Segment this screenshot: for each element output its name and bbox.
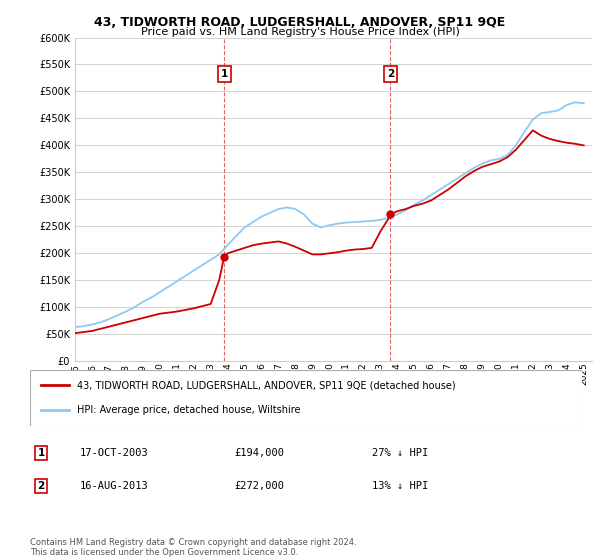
Text: 17-OCT-2003: 17-OCT-2003 bbox=[80, 448, 148, 458]
Text: Contains HM Land Registry data © Crown copyright and database right 2024.
This d: Contains HM Land Registry data © Crown c… bbox=[30, 538, 356, 557]
FancyBboxPatch shape bbox=[30, 370, 582, 426]
Text: 2: 2 bbox=[37, 481, 44, 491]
Text: 13% ↓ HPI: 13% ↓ HPI bbox=[372, 481, 428, 491]
Text: £272,000: £272,000 bbox=[234, 481, 284, 491]
Text: 43, TIDWORTH ROAD, LUDGERSHALL, ANDOVER, SP11 9QE: 43, TIDWORTH ROAD, LUDGERSHALL, ANDOVER,… bbox=[94, 16, 506, 29]
Text: 27% ↓ HPI: 27% ↓ HPI bbox=[372, 448, 428, 458]
Text: 1: 1 bbox=[37, 448, 44, 458]
Text: Price paid vs. HM Land Registry's House Price Index (HPI): Price paid vs. HM Land Registry's House … bbox=[140, 27, 460, 37]
Text: HPI: Average price, detached house, Wiltshire: HPI: Average price, detached house, Wilt… bbox=[77, 405, 301, 415]
Text: 16-AUG-2013: 16-AUG-2013 bbox=[80, 481, 148, 491]
Text: 2: 2 bbox=[387, 69, 394, 79]
Text: 43, TIDWORTH ROAD, LUDGERSHALL, ANDOVER, SP11 9QE (detached house): 43, TIDWORTH ROAD, LUDGERSHALL, ANDOVER,… bbox=[77, 380, 455, 390]
Text: 1: 1 bbox=[221, 69, 228, 79]
Text: £194,000: £194,000 bbox=[234, 448, 284, 458]
